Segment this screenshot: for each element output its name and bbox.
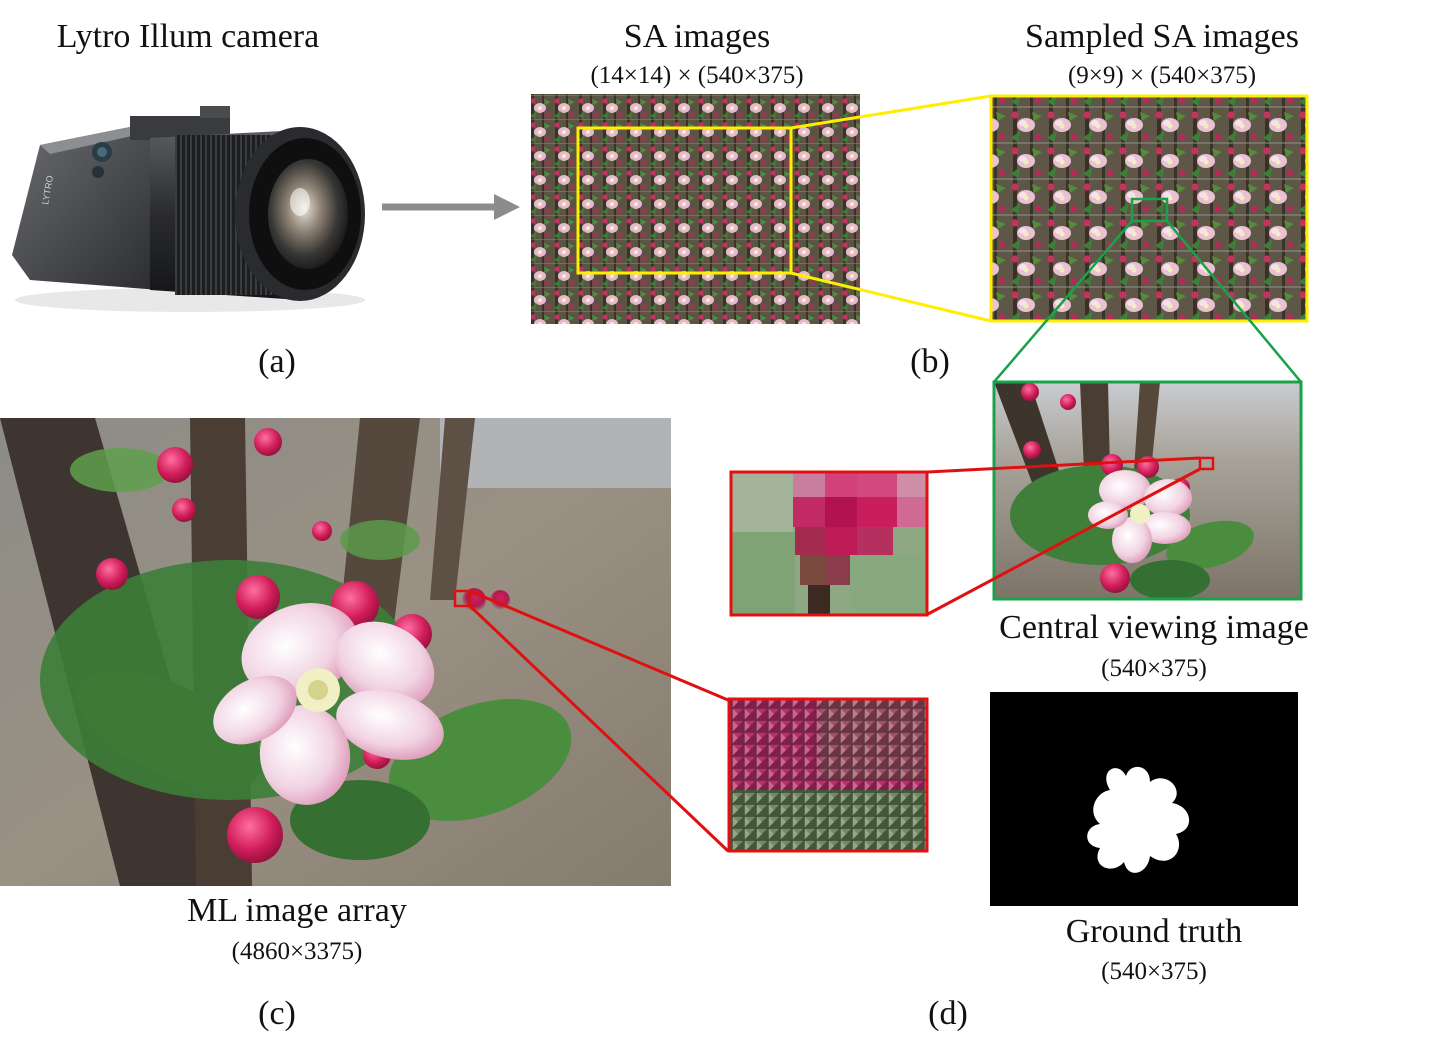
yellow-zoom-line-top	[790, 94, 992, 130]
panel-c-title: ML image array	[187, 892, 407, 929]
green-zoom-line-left	[993, 220, 1133, 383]
red-zoom-line-upper	[927, 456, 1201, 474]
panel-c-caption: (c)	[258, 995, 296, 1032]
ml-image-array	[0, 418, 671, 886]
yellow-zoom-line-bottom	[790, 271, 992, 323]
panel-c-dims: (4860×3375)	[231, 938, 363, 965]
panel-b-caption: (b)	[910, 343, 950, 380]
panel-d-caption: (d)	[928, 995, 968, 1032]
panel-d-gt-dims: (540×375)	[1101, 958, 1207, 985]
sampled-sa-images-grid	[991, 96, 1307, 321]
panel-a-title: Lytro Illum camera	[56, 18, 320, 55]
red-zoom-line-bottom	[468, 604, 730, 853]
process-arrow-head	[494, 194, 520, 220]
apple-blossom	[213, 602, 444, 805]
red-zoom-line-lower	[927, 467, 1201, 616]
ground-truth-mask	[990, 692, 1298, 906]
sampled-selection-box	[1130, 197, 1169, 223]
central-zoom-inset	[731, 472, 927, 615]
panel-d-central-dims: (540×375)	[1101, 655, 1207, 682]
central-viewing-frame	[992, 380, 1303, 601]
sampled-sa-frame	[989, 94, 1309, 323]
panel-b-sampled-dims: (9×9) × (540×375)	[1067, 62, 1257, 89]
panel-b-sa-dims: (14×14) × (540×375)	[590, 62, 804, 89]
sa-selection-box	[576, 126, 793, 275]
central-viewing-image	[994, 382, 1301, 599]
ml-selection-box	[453, 589, 472, 608]
panel-b-sa-title: SA images	[623, 18, 771, 55]
central-selection-box	[1198, 456, 1215, 471]
panel-b-sampled-title: Sampled SA images	[1025, 18, 1299, 55]
lytro-camera-illustration: LYTRO	[12, 106, 365, 312]
red-zoom-line-top	[469, 589, 729, 702]
panel-a-caption: (a)	[258, 343, 296, 380]
sa-images-grid	[531, 94, 860, 324]
panel-d-central-title: Central viewing image	[999, 609, 1309, 646]
panel-d-gt-title: Ground truth	[1065, 913, 1243, 950]
ml-zoom-inset	[727, 697, 929, 853]
central-zoom-frame	[729, 470, 929, 617]
green-zoom-line-right	[1166, 220, 1302, 383]
